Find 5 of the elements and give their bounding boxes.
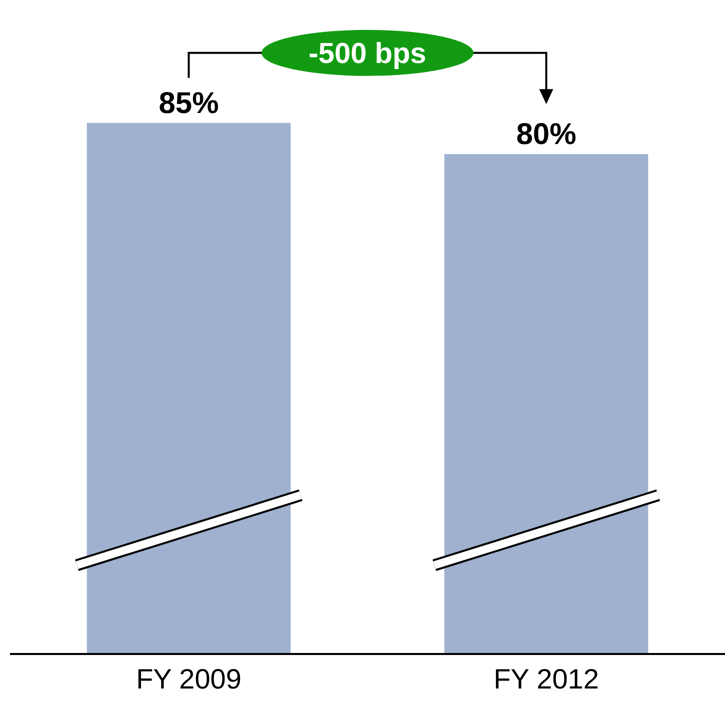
x-tick-label: FY 2009: [136, 663, 242, 694]
text: -500 bps: [308, 38, 426, 70]
data-label: 85%: [158, 86, 219, 120]
x-tick-label: FY 2012: [494, 663, 599, 694]
data-label: 80%: [516, 118, 576, 152]
